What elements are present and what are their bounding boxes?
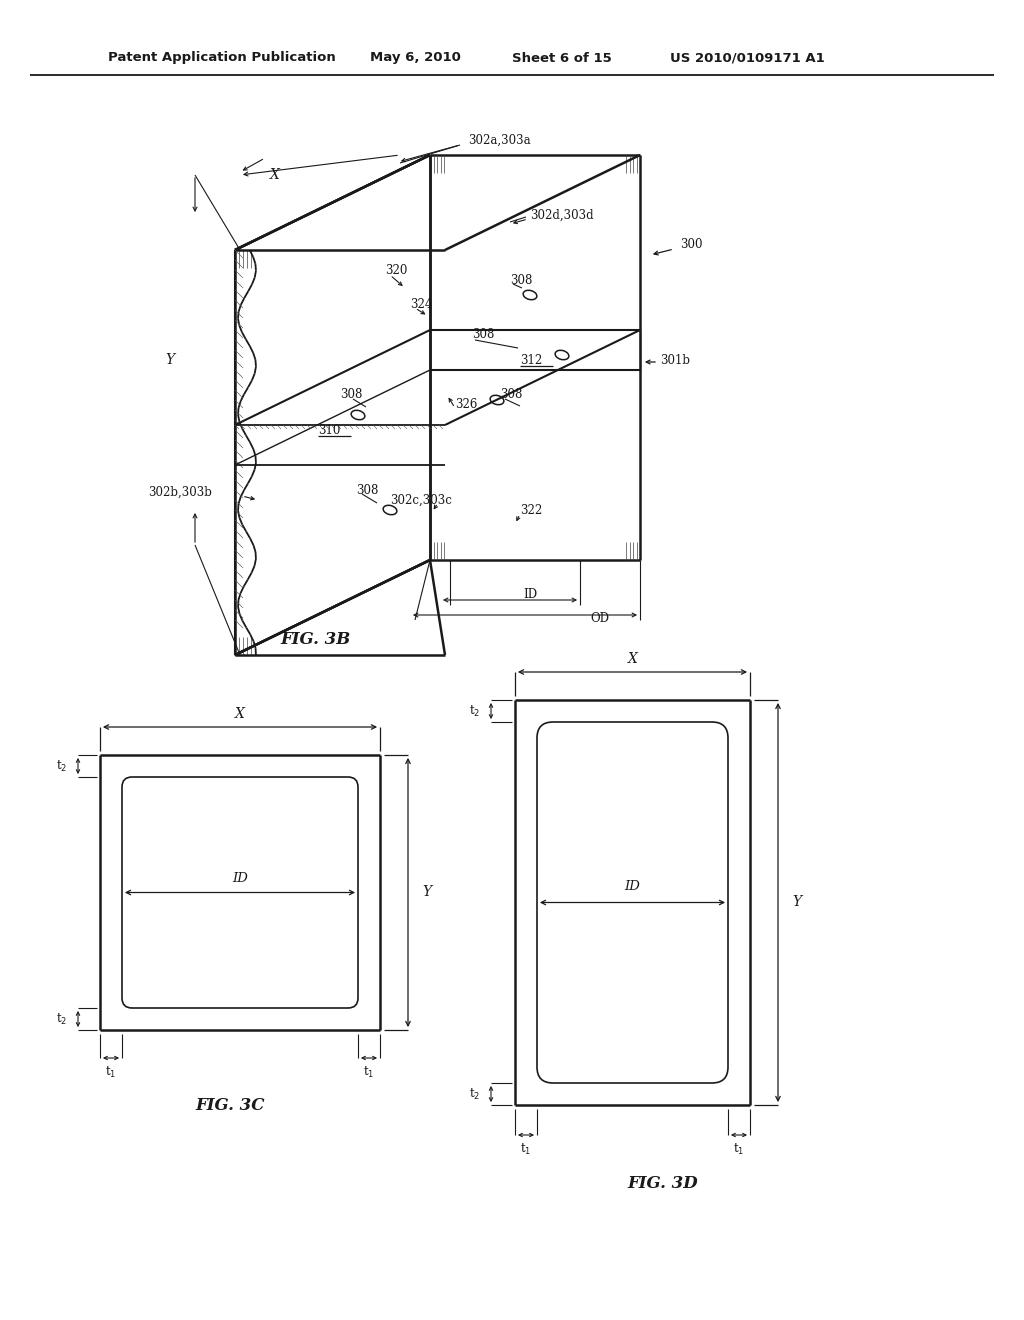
Text: ID: ID (523, 589, 537, 602)
Text: t$_2$: t$_2$ (56, 759, 68, 774)
Text: FIG. 3D: FIG. 3D (627, 1175, 697, 1192)
Text: 302b,303b: 302b,303b (148, 486, 212, 499)
Text: Sheet 6 of 15: Sheet 6 of 15 (512, 51, 611, 65)
Text: t$_1$: t$_1$ (733, 1142, 744, 1156)
Text: Y: Y (166, 352, 174, 367)
Text: 301b: 301b (660, 354, 690, 367)
Text: ID: ID (232, 873, 248, 884)
Text: May 6, 2010: May 6, 2010 (370, 51, 461, 65)
Text: FIG. 3B: FIG. 3B (280, 631, 350, 648)
Text: 302a,303a: 302a,303a (468, 133, 530, 147)
Text: 302c,303c: 302c,303c (390, 494, 452, 507)
Text: 324: 324 (410, 298, 432, 312)
Text: FIG. 3C: FIG. 3C (196, 1097, 265, 1114)
Text: t$_1$: t$_1$ (520, 1142, 531, 1156)
Text: 308: 308 (340, 388, 362, 401)
Text: t$_2$: t$_2$ (469, 1086, 480, 1102)
Text: Y: Y (792, 895, 801, 909)
Text: X: X (236, 708, 245, 721)
Text: 308: 308 (472, 329, 495, 342)
Text: 320: 320 (385, 264, 408, 276)
Text: t$_1$: t$_1$ (364, 1064, 375, 1080)
Text: Patent Application Publication: Patent Application Publication (108, 51, 336, 65)
Text: X: X (270, 168, 280, 182)
Text: 302d,303d: 302d,303d (530, 209, 594, 222)
Text: 322: 322 (520, 503, 543, 516)
Text: 308: 308 (510, 273, 532, 286)
Text: 308: 308 (356, 483, 379, 496)
Text: t$_2$: t$_2$ (56, 1011, 68, 1027)
Text: ID: ID (625, 880, 640, 894)
Text: OD: OD (591, 611, 609, 624)
Text: 312: 312 (520, 354, 543, 367)
Text: X: X (628, 652, 637, 667)
Text: 310: 310 (318, 424, 340, 437)
Text: 308: 308 (500, 388, 522, 401)
Text: Y: Y (422, 886, 431, 899)
Text: t$_1$: t$_1$ (105, 1064, 117, 1080)
Text: US 2010/0109171 A1: US 2010/0109171 A1 (670, 51, 824, 65)
Text: 300: 300 (680, 239, 702, 252)
Text: 326: 326 (455, 399, 477, 412)
Text: t$_2$: t$_2$ (469, 704, 480, 718)
